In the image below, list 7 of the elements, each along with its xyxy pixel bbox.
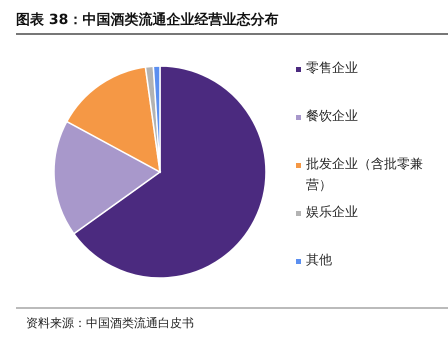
legend-label: 餐饮企业 xyxy=(306,109,358,124)
legend-label: 娱乐企业 xyxy=(306,205,358,220)
legend-label: 其他 xyxy=(306,253,332,268)
legend-label: 批发企业（含批零兼营） xyxy=(306,157,423,193)
chart-title: 图表 38：中国酒类流通企业经营业态分布 xyxy=(16,11,278,28)
text: 资料来源：中国酒类流通白皮书 xyxy=(26,316,194,330)
legend-label: 零售企业 xyxy=(306,61,358,76)
